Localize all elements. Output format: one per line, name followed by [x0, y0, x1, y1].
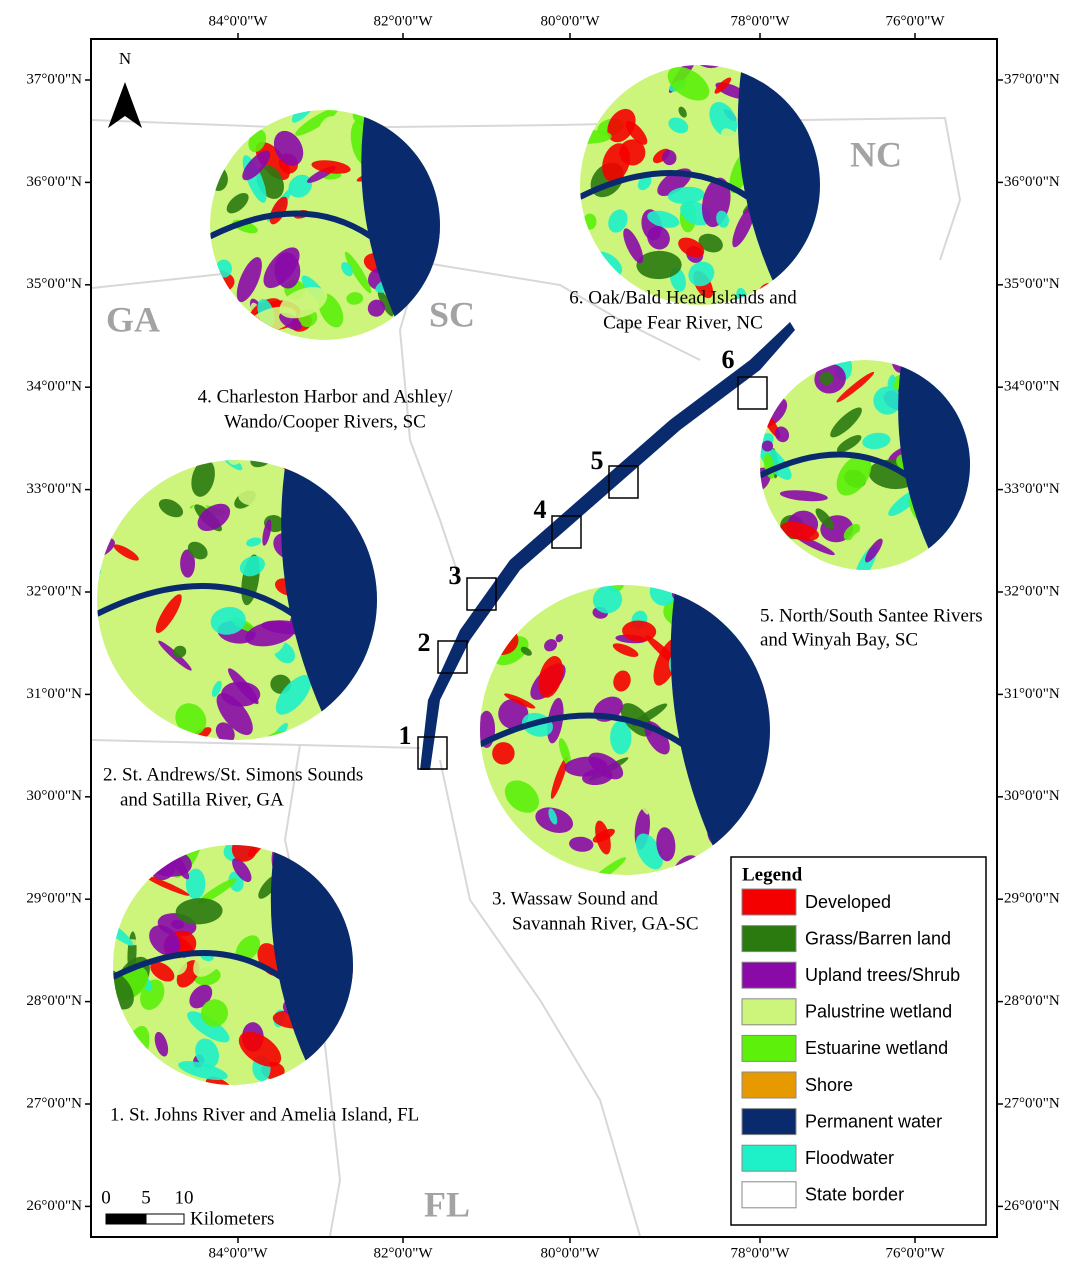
site-caption: Wando/Cooper Rivers, SC: [224, 411, 426, 432]
longitude-label: 76°0'0"W: [886, 1245, 946, 1261]
latitude-label: 34°0'0"N: [1004, 379, 1060, 395]
scale-unit: Kilometers: [190, 1208, 274, 1229]
site-caption: 1. St. Johns River and Amelia Island, FL: [110, 1104, 419, 1125]
latitude-label: 32°0'0"N: [26, 583, 82, 599]
legend-label: Permanent water: [805, 1111, 942, 1131]
latitude-label: 30°0'0"N: [1004, 788, 1060, 804]
latitude-label: 28°0'0"N: [26, 993, 82, 1009]
scale-tick-label: 10: [175, 1187, 194, 1208]
legend-swatch: [742, 999, 796, 1025]
longitude-label: 78°0'0"W: [731, 1245, 791, 1261]
scale-tick-label: 5: [141, 1187, 151, 1208]
latitude-label: 33°0'0"N: [26, 481, 82, 497]
legend-label: State border: [805, 1185, 904, 1205]
scale-tick-label: 0: [101, 1187, 111, 1208]
latitude-label: 26°0'0"N: [1004, 1198, 1060, 1214]
scale-segment: [106, 1214, 146, 1224]
latitude-label: 34°0'0"N: [26, 379, 82, 395]
site-number: 5: [591, 446, 604, 475]
site-caption: 5. North/South Santee Rivers: [760, 605, 983, 626]
legend-label: Developed: [805, 892, 891, 912]
legend-label: Palustrine wetland: [805, 1002, 952, 1022]
longitude-label: 82°0'0"W: [374, 13, 434, 29]
latitude-label: 27°0'0"N: [26, 1095, 82, 1111]
map: N Kilometers Legend 84°0'0"W 84°0'0"W 82°0…: [0, 0, 1079, 1267]
legend-swatch: [742, 1035, 796, 1061]
legend-swatch: [742, 1145, 796, 1171]
latitude-label: 27°0'0"N: [1004, 1095, 1060, 1111]
longitude-label: 78°0'0"W: [731, 13, 791, 29]
state-label: SC: [429, 294, 475, 334]
latitude-label: 32°0'0"N: [1004, 583, 1060, 599]
site-number: 3: [449, 561, 462, 590]
site-caption: 4. Charleston Harbor and Ashley/: [198, 386, 454, 407]
latitude-label: 33°0'0"N: [1004, 481, 1060, 497]
site-number: 2: [418, 628, 431, 657]
legend-label: Floodwater: [805, 1148, 894, 1168]
site-caption: and Satilla River, GA: [120, 789, 284, 810]
legend-swatch: [742, 889, 796, 915]
latitude-label: 35°0'0"N: [26, 276, 82, 292]
latitude-label: 31°0'0"N: [1004, 686, 1060, 702]
latitude-label: 29°0'0"N: [1004, 891, 1060, 907]
longitude-label: 80°0'0"W: [541, 13, 601, 29]
site-number: 1: [399, 721, 412, 750]
latitude-label: 31°0'0"N: [26, 686, 82, 702]
legend-label: Grass/Barren land: [805, 928, 951, 948]
latitude-label: 26°0'0"N: [26, 1198, 82, 1214]
legend-swatch: [742, 1072, 796, 1098]
scale-segment: [146, 1214, 184, 1224]
site-number: 4: [534, 495, 547, 524]
state-label: FL: [424, 1184, 470, 1224]
site-caption: Cape Fear River, NC: [603, 312, 763, 333]
legend-label: Upland trees/Shrub: [805, 965, 960, 985]
latitude-label: 36°0'0"N: [1004, 174, 1060, 190]
legend-swatch: [742, 962, 796, 988]
legend-swatch: [742, 926, 796, 952]
longitude-label: 84°0'0"W: [209, 1245, 269, 1261]
legend-label: Estuarine wetland: [805, 1038, 948, 1058]
legend-title: Legend: [742, 864, 803, 885]
latitude-label: 35°0'0"N: [1004, 276, 1060, 292]
site-caption: 6. Oak/Bald Head Islands and: [569, 287, 797, 308]
longitude-label: 80°0'0"W: [541, 1245, 601, 1261]
latitude-label: 28°0'0"N: [1004, 993, 1060, 1009]
site-number: 6: [722, 345, 735, 374]
legend-label: Shore: [805, 1075, 853, 1095]
legend-swatch: [742, 1109, 796, 1135]
latitude-label: 29°0'0"N: [26, 891, 82, 907]
legend-swatch: [742, 1182, 796, 1208]
site-caption: 3. Wassaw Sound and: [492, 888, 658, 909]
state-label: NC: [850, 134, 902, 174]
site-caption: and Winyah Bay, SC: [760, 629, 918, 650]
longitude-label: 76°0'0"W: [886, 13, 946, 29]
latitude-label: 36°0'0"N: [26, 174, 82, 190]
longitude-label: 84°0'0"W: [209, 13, 269, 29]
north-label: N: [119, 49, 131, 68]
site-caption: Savannah River, GA-SC: [512, 913, 699, 934]
latitude-label: 30°0'0"N: [26, 788, 82, 804]
state-label: GA: [106, 299, 160, 339]
site-caption: 2. St. Andrews/St. Simons Sounds: [103, 764, 363, 785]
longitude-label: 82°0'0"W: [374, 1245, 434, 1261]
latitude-label: 37°0'0"N: [26, 71, 82, 87]
latitude-label: 37°0'0"N: [1004, 71, 1060, 87]
